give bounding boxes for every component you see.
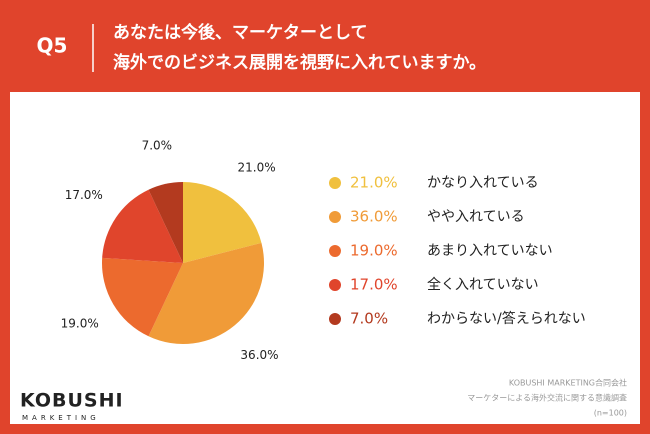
legend-value: 21.0% [350, 174, 398, 192]
pie-slice [102, 189, 183, 263]
legend-label: かなり入れている [427, 175, 539, 191]
data-label: 17.0% [65, 188, 103, 202]
data-label: 36.0% [240, 348, 278, 362]
legend-label: 全く入れていない [427, 276, 539, 293]
legend-value: 19.0% [350, 242, 398, 260]
legend-value: 17.0% [350, 276, 398, 294]
data-label: 7.0% [142, 138, 173, 152]
legend-value: 36.0% [350, 208, 398, 226]
legend-value: 7.0% [350, 310, 388, 328]
legend-swatch [329, 279, 341, 291]
pie-slice [102, 257, 183, 337]
footnote: (n=100) [594, 409, 627, 418]
data-label: 19.0% [61, 317, 99, 331]
legend-label: わからない/答えられない [427, 310, 586, 327]
legend-swatch [329, 211, 341, 223]
chart-title: 海外でのビジネス展開を視野に入れていますか。 [113, 52, 486, 73]
footnote: KOBUSHI MARKETING合同会社 [509, 378, 627, 388]
chart-title: あなたは今後、マーケターとして [113, 22, 368, 43]
logo: KOBUSHI [20, 390, 124, 412]
pie-slice [183, 182, 262, 263]
legend-swatch [329, 177, 341, 189]
legend-label: あまり入れていない [427, 243, 553, 259]
pie-slice [148, 242, 264, 344]
legend-label: やや入れている [427, 209, 525, 225]
data-label: 21.0% [237, 161, 275, 175]
legend-swatch [329, 245, 341, 257]
question-number: Q5 [37, 34, 68, 58]
logo-sub: MARKETING [22, 414, 100, 422]
legend-swatch [329, 313, 341, 325]
pie-slice [148, 182, 183, 263]
footnote: マーケターによる海外交流に関する意識調査 [467, 393, 627, 403]
